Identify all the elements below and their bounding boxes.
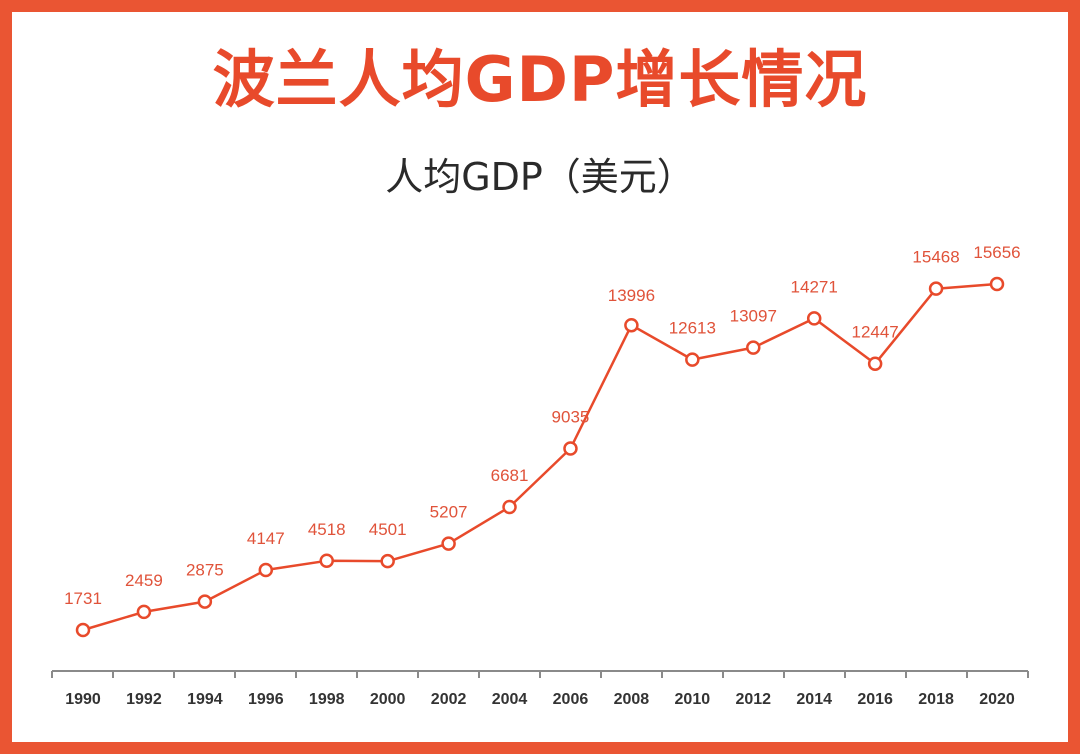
data-point bbox=[502, 499, 517, 515]
data-labels: 1731 2459 2875 4147 4518 4501 5207 6681 9035 1399… bbox=[64, 243, 1021, 608]
data-point bbox=[989, 276, 1005, 292]
data-label: 5207 bbox=[430, 503, 468, 522]
x-tick-label: 2004 bbox=[492, 691, 528, 708]
data-point bbox=[441, 536, 456, 551]
x-tick-label: 2014 bbox=[796, 691, 832, 708]
data-point bbox=[319, 553, 334, 569]
data-point bbox=[136, 604, 152, 620]
data-label: 4147 bbox=[247, 529, 285, 548]
data-label: 1731 bbox=[64, 589, 102, 608]
data-point bbox=[197, 594, 213, 609]
data-label: 9035 bbox=[552, 408, 590, 427]
x-tick-label: 2000 bbox=[370, 691, 406, 708]
x-tick-label: 2002 bbox=[431, 691, 467, 708]
x-tick-label: 2012 bbox=[735, 691, 771, 708]
data-label: 4518 bbox=[308, 520, 346, 539]
data-point bbox=[624, 317, 639, 333]
data-label: 2459 bbox=[125, 571, 163, 590]
data-point bbox=[746, 340, 761, 355]
x-tick-label: 1996 bbox=[248, 691, 284, 708]
data-point bbox=[867, 356, 883, 371]
data-points bbox=[75, 276, 1005, 638]
data-label: 15656 bbox=[973, 243, 1020, 262]
x-ticks bbox=[51, 671, 1029, 678]
x-tick-label: 2010 bbox=[675, 691, 711, 708]
data-point bbox=[685, 352, 700, 367]
x-tick-label: 2020 bbox=[979, 691, 1015, 708]
x-tick-label: 1990 bbox=[65, 691, 101, 708]
series-line bbox=[82, 282, 998, 632]
data-point bbox=[75, 622, 91, 638]
x-tick-label: 2006 bbox=[553, 691, 589, 708]
data-label: 12613 bbox=[669, 319, 716, 338]
data-label: 6681 bbox=[491, 466, 529, 485]
x-tick-label: 1994 bbox=[187, 691, 223, 708]
x-tick-labels: 1990 1992 1994 1996 1998 2000 2002 2004 2006 2008… bbox=[65, 691, 1015, 708]
x-tick-label: 2018 bbox=[918, 691, 954, 708]
data-label: 4501 bbox=[369, 520, 407, 539]
data-point bbox=[563, 441, 578, 456]
data-point bbox=[380, 553, 395, 569]
data-label: 14271 bbox=[791, 277, 838, 296]
x-tick-label: 1992 bbox=[126, 691, 162, 708]
x-tick-label: 2016 bbox=[857, 691, 893, 708]
data-label: 15468 bbox=[912, 248, 959, 267]
data-label: 12447 bbox=[851, 323, 898, 342]
data-label: 2875 bbox=[186, 561, 224, 580]
chart-title: 人均GDP（美元） bbox=[385, 155, 695, 199]
data-label: 13996 bbox=[608, 286, 655, 305]
x-tick-label: 2008 bbox=[614, 691, 650, 708]
data-point bbox=[806, 311, 822, 326]
page-title: 波兰人均GDP增长情况 bbox=[212, 43, 868, 116]
data-label: 13097 bbox=[730, 307, 777, 326]
x-tick-label: 1998 bbox=[309, 691, 345, 708]
data-point bbox=[928, 281, 944, 296]
data-point bbox=[258, 562, 274, 578]
